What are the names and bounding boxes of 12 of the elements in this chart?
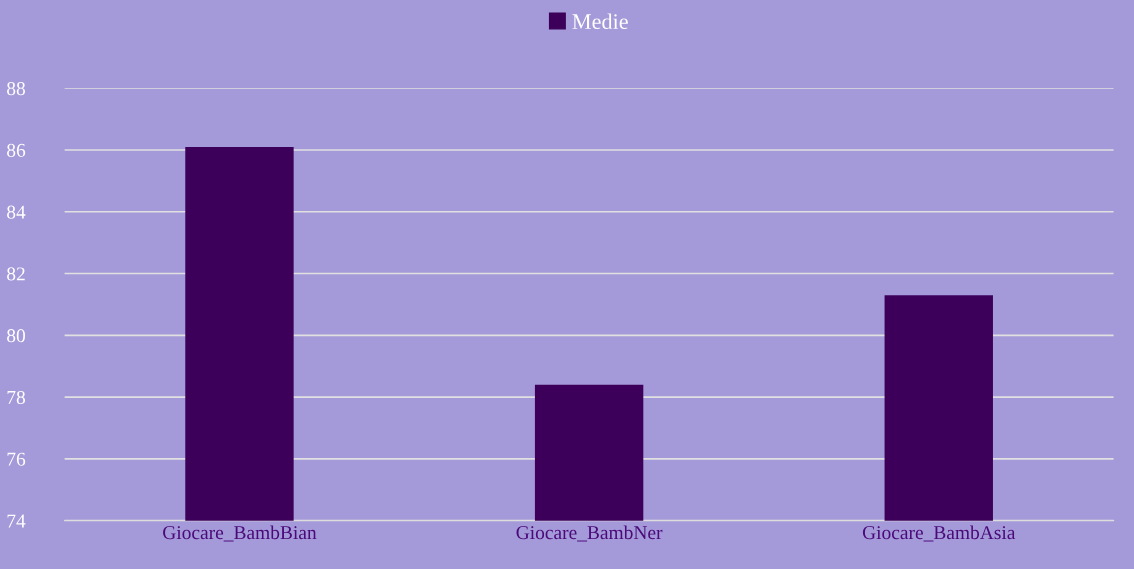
y-tick-label: 78 [7, 390, 26, 405]
y-tick-label: 76 [7, 452, 26, 466]
y-tick-label: 82 [7, 267, 25, 281]
legend-label: Medie [572, 13, 628, 30]
x-tick-label: Giocare_BambAsia [862, 525, 1016, 542]
y-tick-label: 80 [7, 329, 26, 343]
y-tick-label: 88 [7, 82, 26, 96]
y-tick-label: 86 [7, 143, 26, 157]
x-tick-label: Giocare_BambBian [163, 525, 317, 542]
y-tick-label: 84 [7, 205, 26, 219]
x-tick-label: Giocare_BambNer [516, 525, 663, 542]
y-tick-label: 74 [7, 514, 26, 528]
